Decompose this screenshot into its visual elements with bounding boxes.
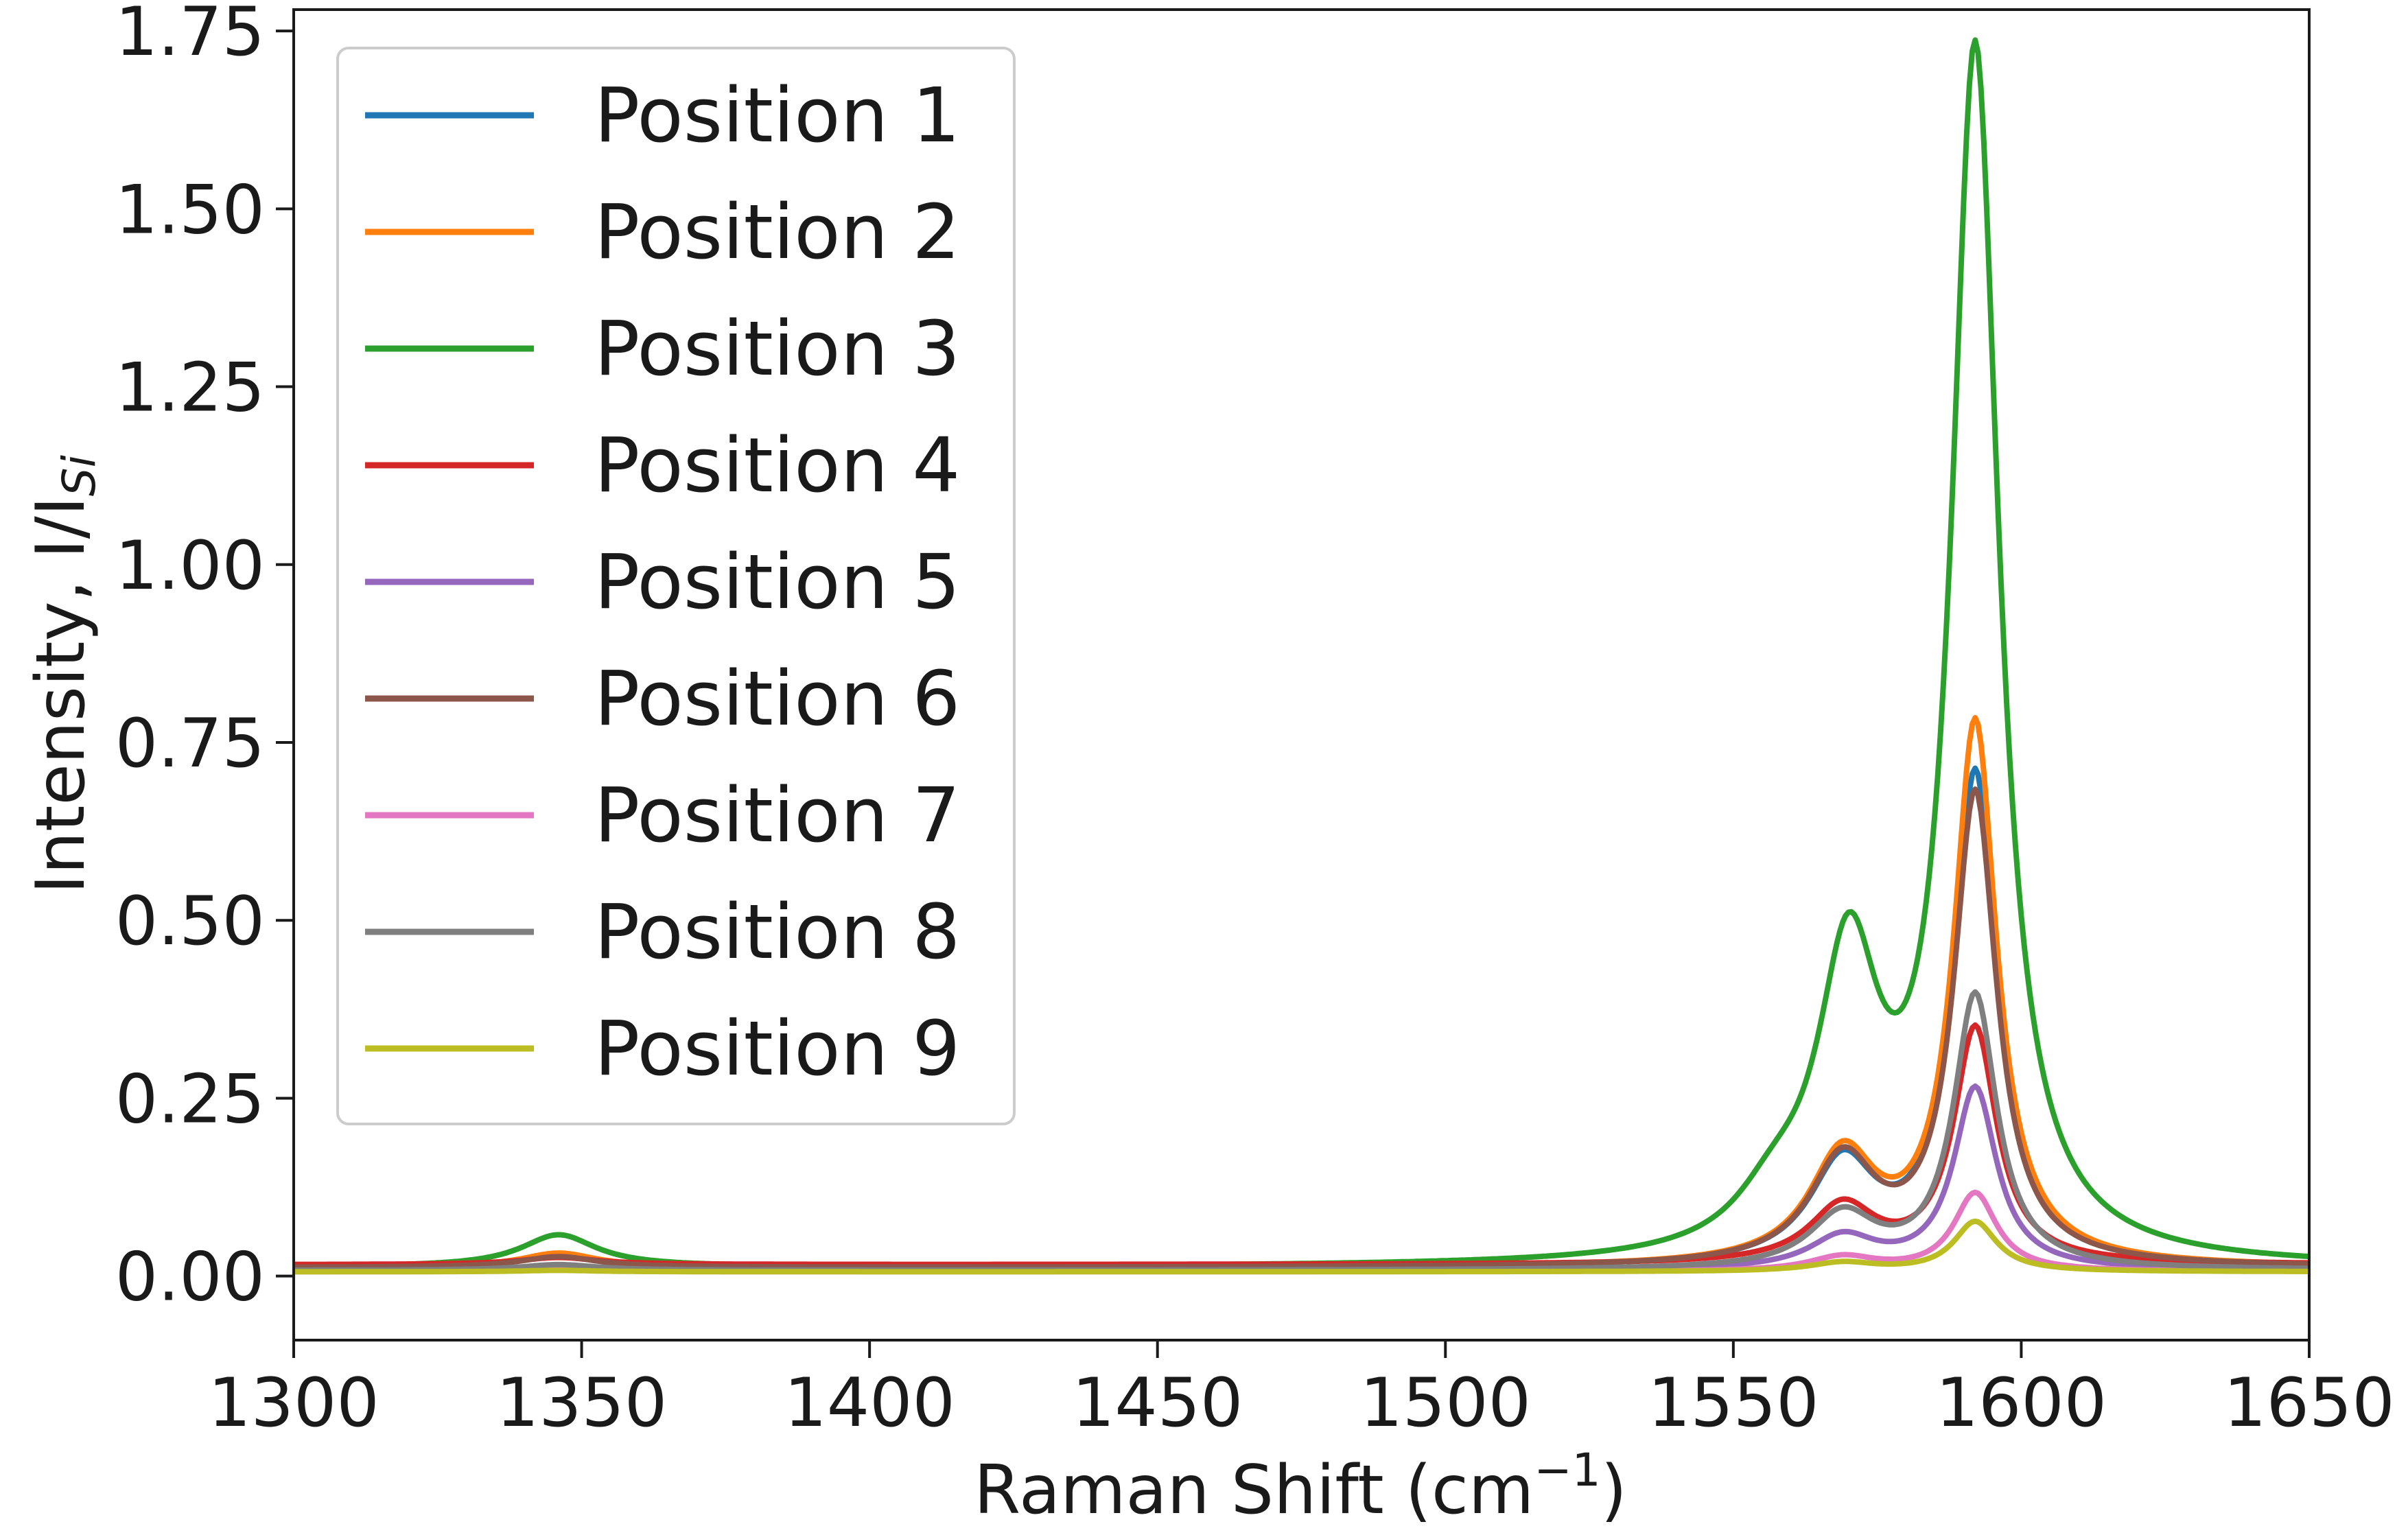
legend: Position 1 Position 2 Position 3 Position 4…: [336, 47, 1016, 1125]
y-tick-label: 1.50: [115, 171, 265, 249]
legend-label-7: Position 7: [594, 771, 960, 859]
y-tick-label: 0.00: [115, 1239, 265, 1317]
legend-frame: [336, 47, 1016, 1125]
legend-label-2: Position 2: [594, 188, 960, 276]
legend-label-4: Position 4: [594, 421, 960, 509]
x-tick-label: 1550: [1648, 1364, 1819, 1442]
x-tick-label: 1500: [1360, 1364, 1531, 1442]
legend-label-9: Position 9: [594, 1005, 960, 1092]
x-axis-title-superscript: −1: [1534, 1444, 1600, 1497]
y-tick-label: 0.75: [115, 705, 265, 783]
x-tick-label: 1600: [1936, 1364, 2107, 1442]
x-tick-label: 1300: [208, 1364, 379, 1442]
y-tick-label: 1.00: [115, 527, 265, 605]
x-tick-label: 1400: [784, 1364, 955, 1442]
y-tick-label: 0.25: [115, 1060, 265, 1138]
legend-label-5: Position 5: [594, 538, 960, 626]
x-axis-title-suffix: ): [1601, 1451, 1627, 1530]
y-tick-label: 0.50: [115, 882, 265, 961]
plot-frame: [292, 8, 2311, 1341]
x-tick-label: 1650: [2223, 1364, 2394, 1442]
legend-label-6: Position 6: [594, 655, 960, 742]
y-axis-title-subscript: Si: [53, 454, 106, 496]
series-layer: [294, 37, 2309, 1275]
x-axis: 1300 1350 1400 1450 1500 1550 1600 1650: [208, 1340, 2395, 1442]
series-line-6: [294, 786, 2309, 1270]
y-axis: 0.00 0.25 0.50 0.75 1.00 1.25 1.50 1.75: [115, 0, 294, 1317]
series-line-9: [294, 1218, 2309, 1275]
legend-label-1: Position 1: [594, 71, 960, 159]
x-tick-label: 1450: [1072, 1364, 1243, 1442]
legend-label-8: Position 8: [594, 888, 960, 976]
y-tick-label: 1.75: [115, 0, 265, 71]
legend-label-3: Position 3: [594, 305, 960, 392]
x-tick-label: 1350: [496, 1364, 667, 1442]
x-axis-title: Raman Shift (cm−1): [974, 1444, 1627, 1530]
y-axis-title: Intensity, I/ISi: [22, 454, 106, 894]
y-tick-label: 1.25: [115, 349, 265, 427]
